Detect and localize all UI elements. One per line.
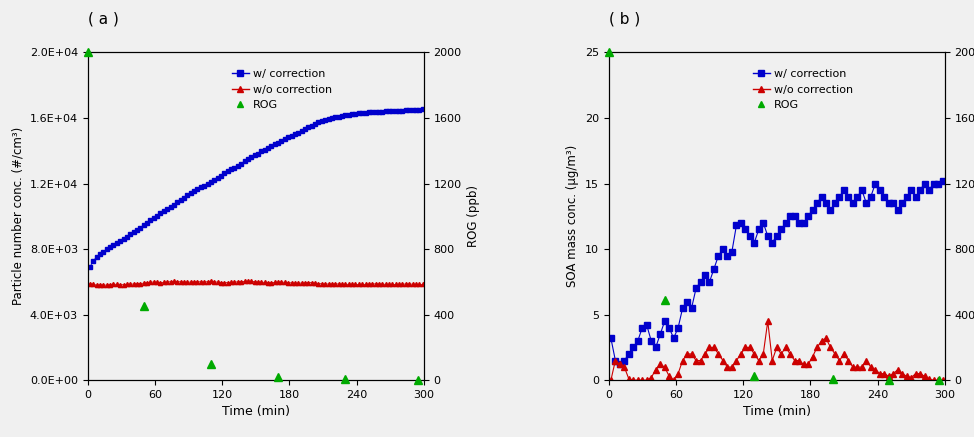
- Y-axis label: Particle number conc. (#/cm³): Particle number conc. (#/cm³): [11, 127, 24, 305]
- Legend: w/ correction, w/o correction, ROG: w/ correction, w/o correction, ROG: [228, 65, 337, 114]
- Text: ( b ): ( b ): [609, 11, 640, 26]
- X-axis label: Time (min): Time (min): [743, 406, 810, 419]
- Text: ( a ): ( a ): [88, 11, 119, 26]
- X-axis label: Time (min): Time (min): [222, 406, 289, 419]
- Y-axis label: ROG (ppb): ROG (ppb): [468, 185, 480, 247]
- Legend: w/ correction, w/o correction, ROG: w/ correction, w/o correction, ROG: [749, 65, 858, 114]
- Y-axis label: SOA mass conc. (μg/m³): SOA mass conc. (μg/m³): [566, 145, 580, 288]
